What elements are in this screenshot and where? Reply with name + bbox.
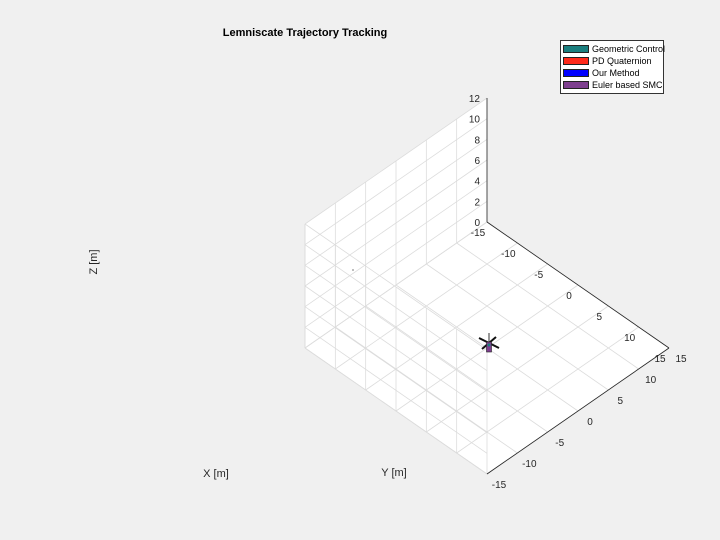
grid-line-z-wall-y (304, 118, 488, 245)
z-tick-label: 8 (474, 135, 480, 146)
grid-line-z-wall-y (304, 159, 488, 287)
x-tick-label: -15 (471, 228, 486, 239)
grid-line-z-wall-y (304, 97, 488, 225)
legend-item-geometric-control: Geometric Control (561, 43, 666, 55)
legend-swatch (563, 45, 589, 53)
grid-line-y-floor (365, 305, 548, 433)
y-axis-label: Y [m] (381, 467, 406, 479)
chart-title: Lemniscate Trajectory Tracking (223, 27, 387, 39)
grid-line-z-wall-x (304, 223, 488, 351)
y-tick-label: -10 (522, 459, 537, 470)
quadrotor-marker (352, 269, 500, 353)
z-axis-label: Z [m] (88, 249, 100, 274)
y-tick-label: -5 (555, 438, 564, 449)
grid-line-z-wall-y (304, 139, 488, 266)
y-tick-label: 10 (645, 375, 657, 386)
legend-label: Geometric Control (592, 44, 666, 54)
grid-line-y-floor (335, 326, 518, 454)
y-axis-line (486, 347, 670, 475)
z-tick-label: 2 (474, 197, 480, 208)
grid-line-z-wall-y (304, 221, 488, 349)
y-tick-label: -15 (492, 480, 507, 491)
x-tick-label: 5 (597, 312, 603, 323)
grid-line-y-floor (456, 242, 639, 370)
legend: Geometric Control PD Quaternion Our Meth… (560, 40, 666, 94)
grid-lines (304, 97, 670, 475)
x-axis-label: X [m] (203, 468, 229, 480)
x-tick-label: 15 (654, 354, 666, 365)
legend-label: Euler based SMC (592, 80, 663, 90)
grid-line-z-wall-y (304, 180, 488, 307)
grid-line-y-floor (426, 263, 609, 391)
legend-label: Our Method (592, 68, 640, 78)
x-tick-label: 0 (566, 291, 572, 302)
legend-swatch (563, 57, 589, 65)
grid-line-z-wall-x (304, 285, 488, 413)
grid-line-z-wall-x (304, 327, 488, 454)
reference-point (352, 269, 354, 271)
grid-line-z-wall-x (304, 306, 488, 433)
grid-line-z-wall-y (304, 201, 488, 328)
y-tick-label: 15 (675, 354, 687, 365)
tick-labels: -15 -10 -5 0 5 10 15 -15 -10 -5 0 5 10 15 0 2 4 6 8 10 12 (469, 94, 687, 491)
y-tick-label: 5 (618, 396, 624, 407)
x-tick-label: 10 (624, 333, 636, 344)
legend-swatch (563, 69, 589, 77)
x-tick-label: -5 (534, 270, 543, 281)
grid-line-z-wall-x (304, 244, 488, 371)
z-tick-label: 6 (474, 156, 480, 167)
legend-item-pd-quaternion: PD Quaternion (561, 55, 663, 67)
y-tick-label: 0 (587, 417, 593, 428)
quadrotor-center (487, 343, 491, 347)
grid-line-z-wall-x (304, 265, 488, 392)
grid-line-z-wall-x (304, 347, 488, 475)
x-tick-label: -10 (501, 249, 516, 260)
legend-swatch (563, 81, 589, 89)
z-tick-label: 0 (474, 218, 480, 229)
x-axis-line (486, 221, 670, 349)
z-tick-label: 4 (474, 177, 480, 188)
legend-item-euler-based-smc: Euler based SMC (561, 79, 663, 91)
legend-label: PD Quaternion (592, 56, 652, 66)
z-tick-label: 10 (469, 115, 481, 126)
z-tick-label: 12 (469, 94, 481, 105)
legend-item-our-method: Our Method (561, 67, 663, 79)
